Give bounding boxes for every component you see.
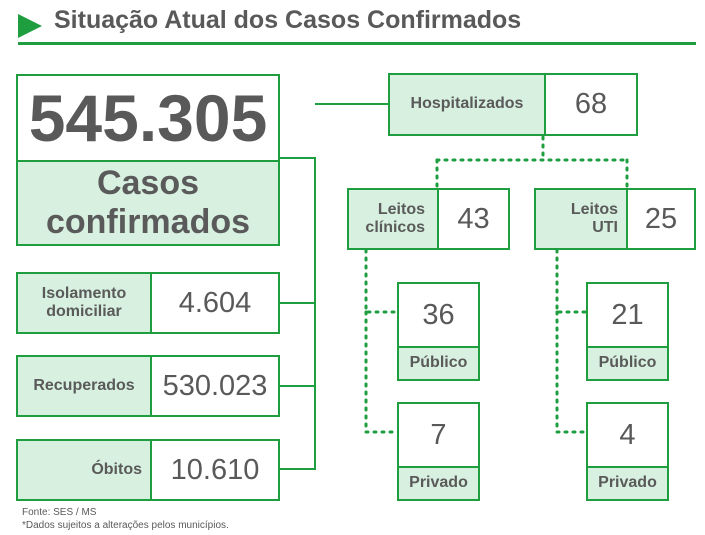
obitos-label: Óbitos — [16, 439, 152, 501]
page-title: Situação Atual dos Casos Confirmados — [54, 6, 522, 34]
leitos-uti-value: 25 — [626, 188, 696, 250]
uti-privado-card: 4 Privado — [586, 402, 669, 501]
isolamento-value: 4.604 — [150, 272, 280, 334]
clinicos-publico-card: 36 Público — [397, 282, 480, 381]
leitos-clinicos-label: Leitos clínicos — [347, 188, 439, 250]
hospitalizados-value: 68 — [544, 73, 638, 136]
total-cases-label: Casos confirmados — [18, 160, 278, 244]
clinicos-privado-label: Privado — [399, 466, 478, 499]
isolamento-label: Isolamento domiciliar — [16, 272, 152, 334]
title-underline — [18, 42, 696, 45]
title-arrow-icon — [18, 14, 42, 38]
clinicos-privado-value: 7 — [430, 418, 447, 451]
uti-publico-card: 21 Público — [586, 282, 669, 381]
clinicos-privado-card: 7 Privado — [397, 402, 480, 501]
footer-source: Fonte: SES / MS — [22, 507, 97, 518]
recuperados-label: Recuperados — [16, 355, 152, 417]
uti-privado-label: Privado — [588, 466, 667, 499]
hospitalizados-label: Hospitalizados — [388, 73, 546, 136]
uti-publico-label: Público — [588, 346, 667, 379]
uti-publico-value: 21 — [611, 298, 644, 331]
uti-privado-value: 4 — [619, 418, 636, 451]
clinicos-publico-label: Público — [399, 346, 478, 379]
leitos-uti-label: Leitos UTI — [534, 188, 628, 250]
leitos-clinicos-value: 43 — [437, 188, 510, 250]
total-card: 545.305 Casos confirmados — [16, 74, 280, 246]
recuperados-value: 530.023 — [150, 355, 280, 417]
clinicos-publico-value: 36 — [422, 298, 455, 331]
total-cases-value: 545.305 — [28, 81, 268, 155]
obitos-value: 10.610 — [150, 439, 280, 501]
footer-note: *Dados sujeitos a alterações pelos munic… — [22, 520, 229, 531]
